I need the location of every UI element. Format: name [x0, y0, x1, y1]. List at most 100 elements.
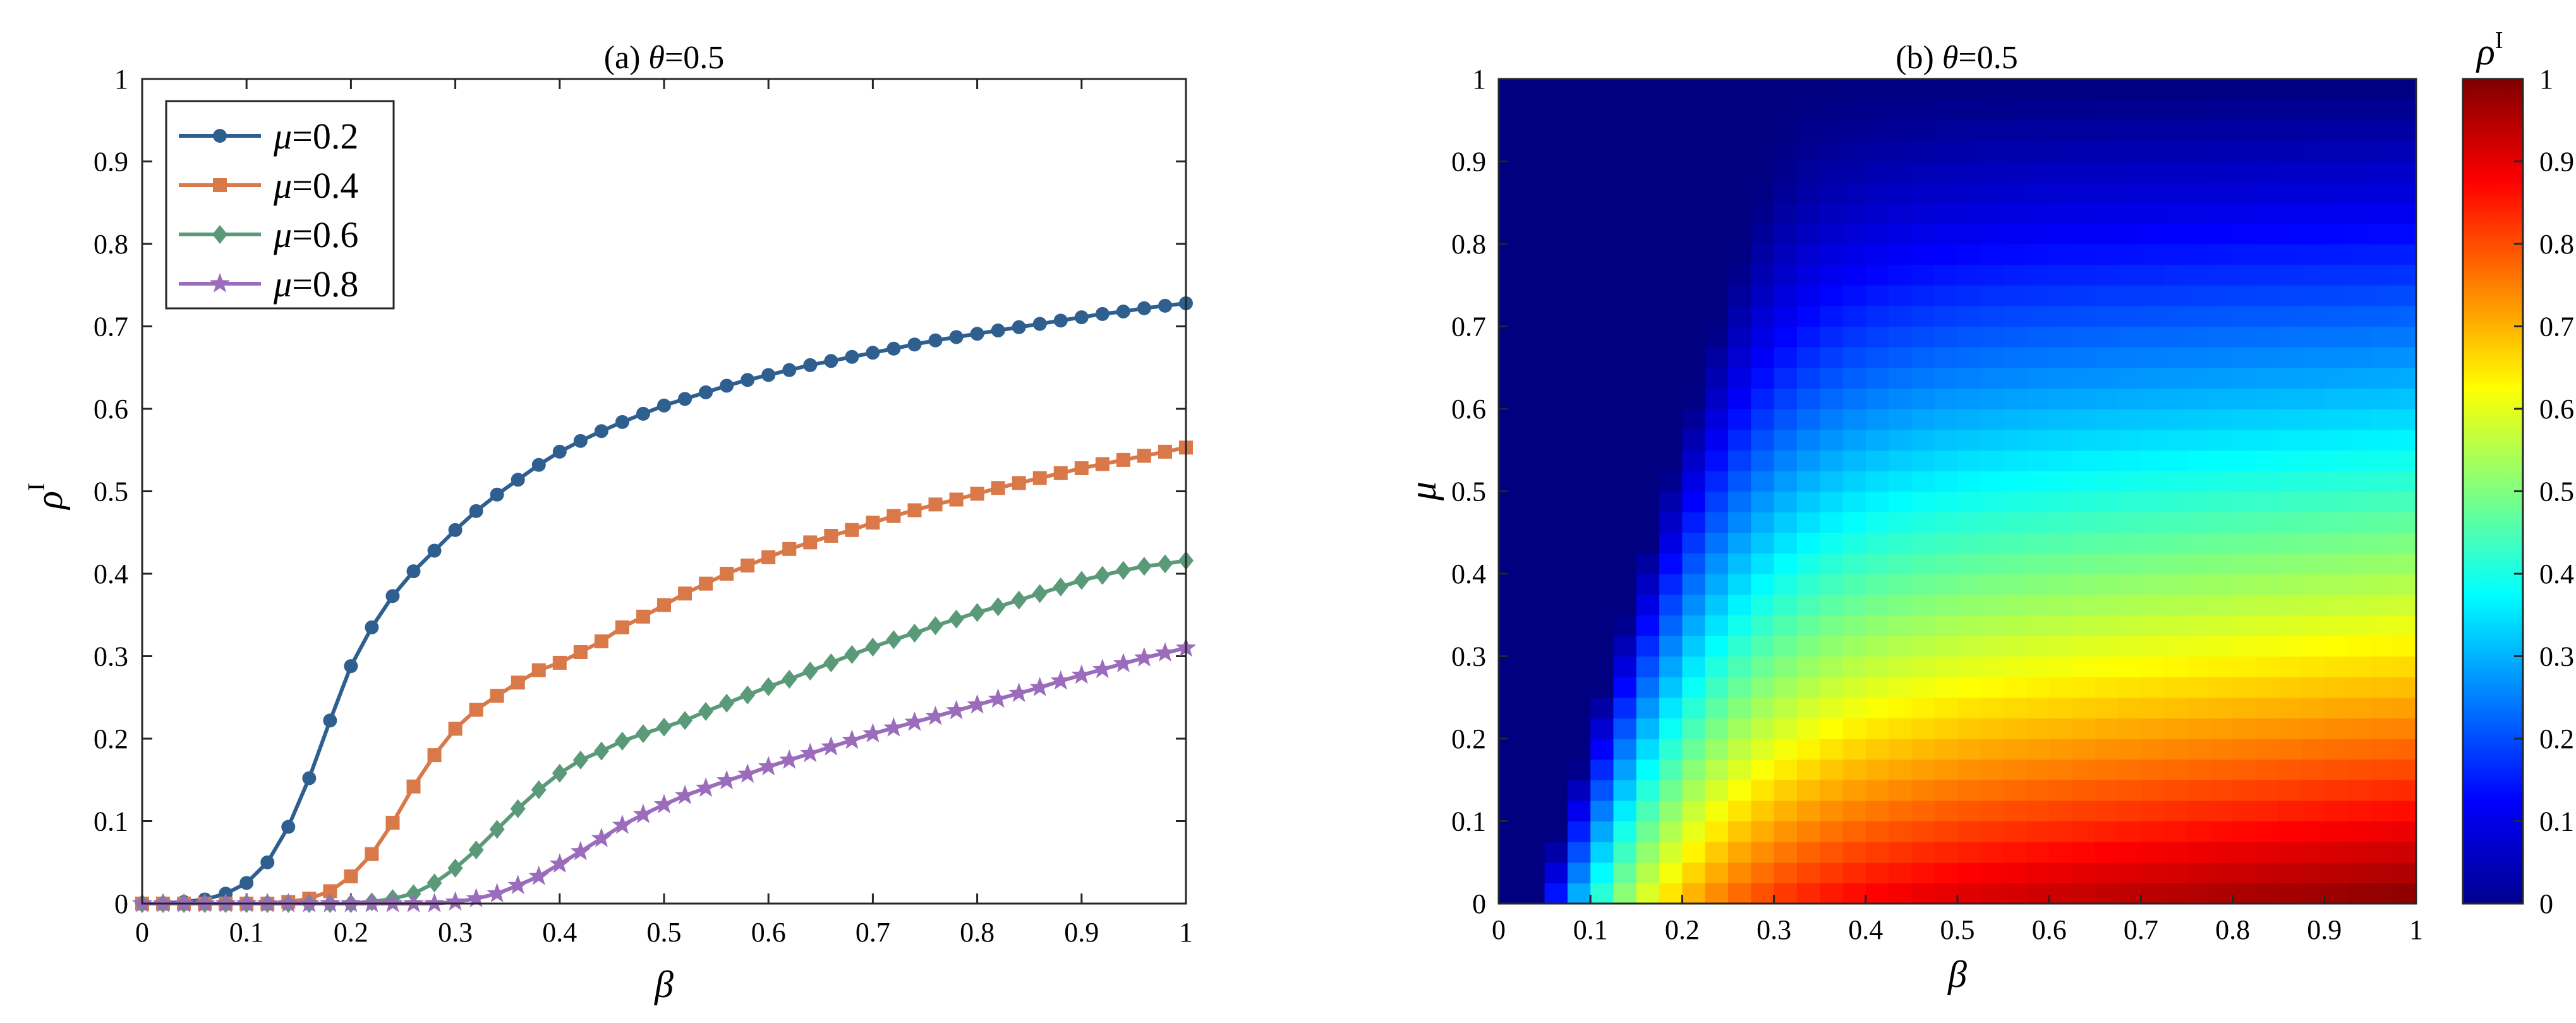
heatmap-cell [2049, 244, 2073, 265]
heatmap-cell [1751, 470, 1775, 492]
heatmap-cell [1499, 821, 1522, 842]
heatmap-cell [2255, 677, 2279, 698]
heatmap-cell [2072, 450, 2096, 471]
heatmap-cell [2118, 388, 2141, 409]
heatmap-cell [1911, 99, 1935, 121]
heatmap-cell [1980, 244, 2004, 265]
heatmap-cell [2210, 574, 2234, 595]
heatmap-cell [2301, 429, 2325, 451]
heatmap-cell [2187, 182, 2210, 203]
heatmap-cell [1590, 99, 1614, 121]
heatmap-cell [1728, 842, 1751, 863]
heatmap-cell [1521, 326, 1545, 348]
heatmap-cell [1889, 615, 1912, 636]
heatmap-cell [1636, 780, 1660, 801]
heatmap-cell [2049, 697, 2073, 718]
heatmap-cell [1567, 718, 1591, 739]
heatmap-cell [2072, 842, 2096, 863]
heatmap-cell [1682, 883, 1706, 904]
heatmap-cell [1957, 718, 1981, 739]
heatmap-cell [2049, 347, 2073, 368]
heatmap-cell [1774, 739, 1798, 760]
heatmap-cell [2232, 182, 2256, 203]
heatmap-cell [2324, 182, 2348, 203]
heatmap-cell [1957, 347, 1981, 368]
heatmap-cell [2210, 718, 2234, 739]
heatmap-cell [2255, 285, 2279, 306]
heatmap-cell [2255, 429, 2279, 451]
heatmap-cell [2003, 697, 2027, 718]
heatmap-cell [1613, 615, 1637, 636]
heatmap-cell [2301, 697, 2325, 718]
heatmap-cell [2255, 883, 2279, 904]
heatmap-cell [2210, 615, 2234, 636]
heatmap-cell [1911, 470, 1935, 492]
heatmap-cell [2347, 718, 2371, 739]
heatmap-cell [2347, 635, 2371, 657]
heatmap-cell [1911, 202, 1935, 224]
heatmap-cell [2026, 491, 2050, 512]
heatmap-cell [1751, 615, 1775, 636]
heatmap-cell [2232, 429, 2256, 451]
heatmap-cell [1567, 223, 1591, 245]
heatmap-cell [1728, 409, 1751, 430]
heatmap-cell [2187, 532, 2210, 554]
heatmap-cell [2049, 512, 2073, 533]
heatmap-cell [2072, 305, 2096, 327]
heatmap-cell [2301, 161, 2325, 183]
heatmap-cell [1751, 244, 1775, 265]
heatmap-cell [1613, 635, 1637, 657]
data-point [469, 703, 483, 717]
heatmap-cell [1796, 429, 1820, 451]
heatmap-cell [1957, 409, 1981, 430]
heatmap-cell [1751, 120, 1775, 142]
heatmap-cell [2187, 409, 2210, 430]
heatmap-cell [2232, 800, 2256, 822]
heatmap-cell [1544, 574, 1568, 595]
heatmap-cell [1820, 532, 1844, 554]
heatmap-cell [2095, 326, 2119, 348]
heatmap-cell [1774, 883, 1798, 904]
heatmap-cell [2301, 285, 2325, 306]
data-point [821, 736, 842, 756]
line-x-tick-label: 0.9 [1064, 917, 1099, 948]
heatmap-cell [2163, 244, 2187, 265]
heatmap-cell [1842, 367, 1866, 389]
heatmap-cell [2255, 739, 2279, 760]
heatmap-cell [1820, 759, 1844, 780]
heatmap-cell [1796, 842, 1820, 863]
heatmap-cell [1659, 862, 1683, 883]
heatmap-cell [2187, 202, 2210, 224]
heatmap-cell [2324, 388, 2348, 409]
heatmap-cell [1774, 161, 1798, 183]
heatmap-cell [1659, 739, 1683, 760]
data-point [614, 731, 630, 751]
heatmap-cell [1636, 305, 1660, 327]
heatmap-cell [2210, 800, 2234, 822]
heatmap-cell [2232, 223, 2256, 245]
heatmap-cell [1613, 120, 1637, 142]
heatmap-cell [1842, 594, 1866, 615]
heatmap-cell [1544, 759, 1568, 780]
heatmap-cell [2324, 491, 2348, 512]
heatmap-cell [1544, 594, 1568, 615]
line-x-tick-label: 0.3 [438, 917, 473, 948]
data-point [1032, 317, 1047, 331]
heatmap-cell [1682, 862, 1706, 883]
heatmap-cell [1682, 800, 1706, 822]
heatmap-cell [1499, 574, 1522, 595]
heatmap-cell [2255, 326, 2279, 348]
heatmap-cell [2255, 862, 2279, 883]
heatmap-cell [2095, 140, 2119, 162]
heatmap-cell [2232, 140, 2256, 162]
heatmap-cell [1980, 883, 2004, 904]
heatmap-cell [1774, 800, 1798, 822]
heatmap-cell [1544, 140, 1568, 162]
heatmap-cell [2118, 182, 2141, 203]
heatmap-cell [2003, 491, 2027, 512]
heatmap-cell [1751, 574, 1775, 595]
heatmap-cell [2393, 409, 2417, 430]
heatmap-cell [1728, 285, 1751, 306]
heatmap-cell [2163, 862, 2187, 883]
heatmap-cell [2118, 120, 2141, 142]
